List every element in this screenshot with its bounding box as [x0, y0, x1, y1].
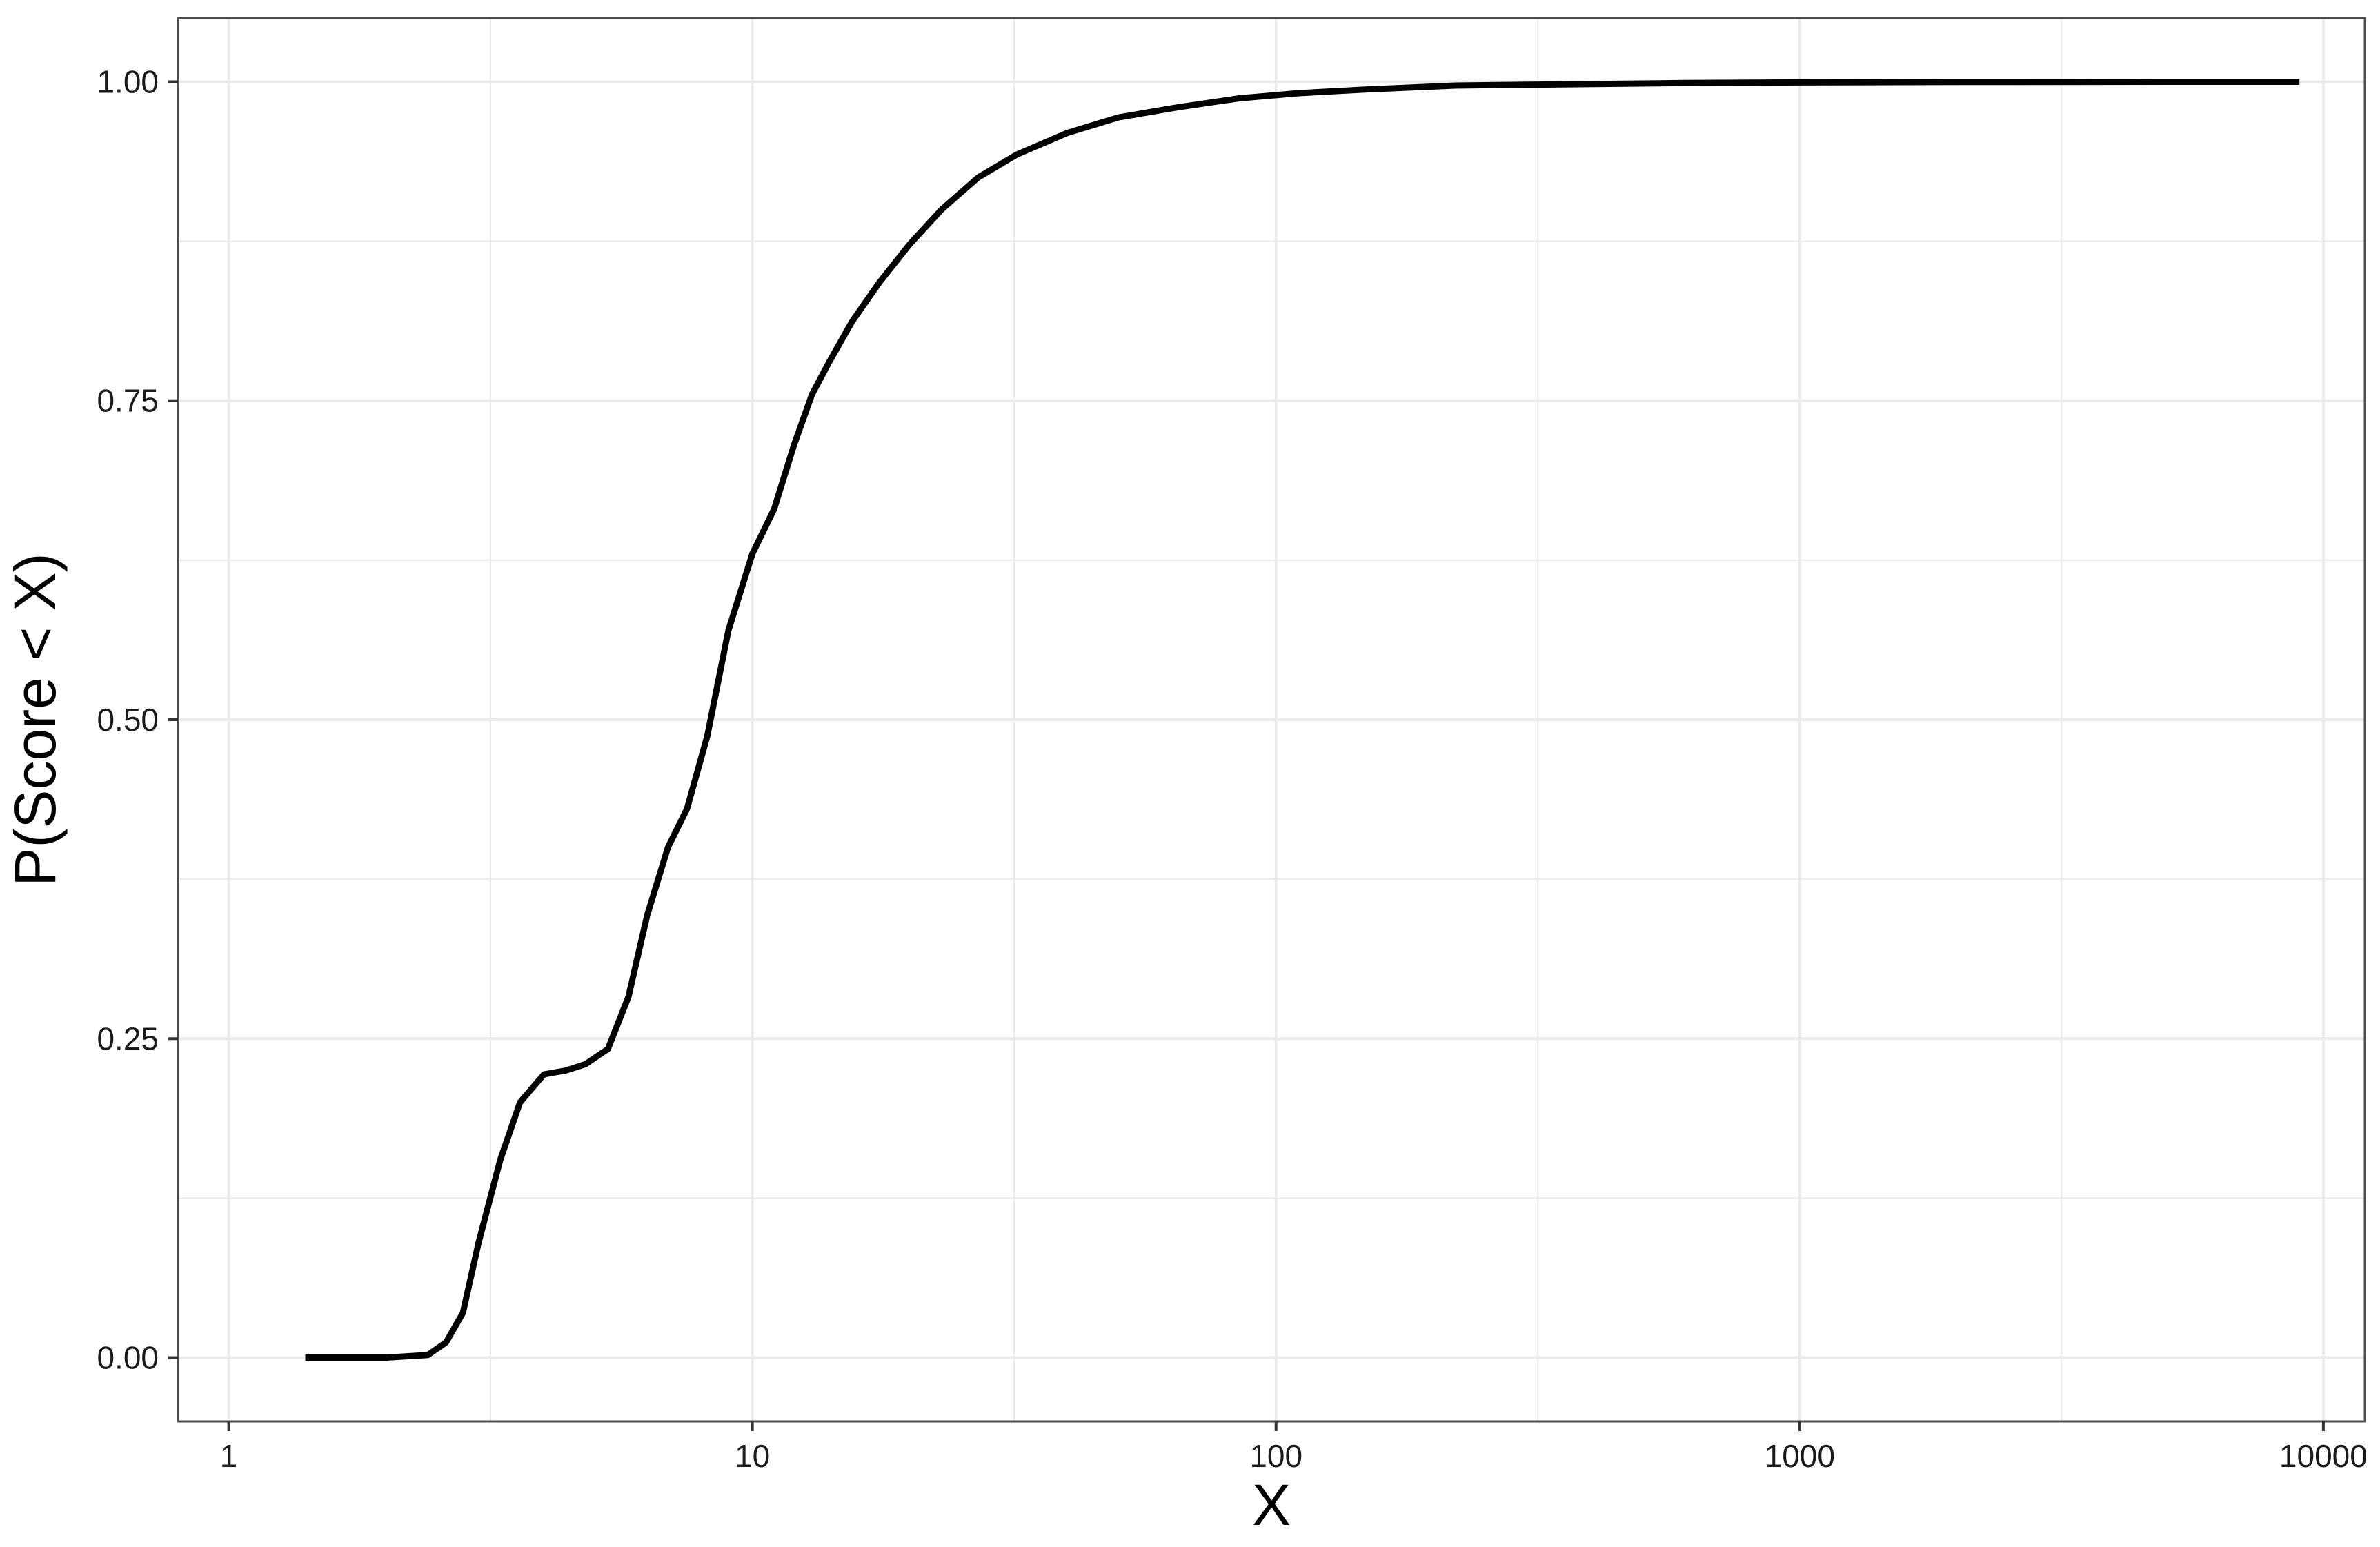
x-tick-label: 100 [1249, 1438, 1302, 1474]
x-tick-label: 1000 [1765, 1438, 1835, 1474]
axis-ticks [168, 80, 2325, 1431]
y-tick-label: 0.00 [97, 1340, 159, 1376]
x-axis-title: X [1252, 1472, 1291, 1537]
x-tick-label: 10 [735, 1438, 770, 1474]
y-tick-label: 0.25 [97, 1021, 159, 1056]
series-layer [305, 79, 2300, 1361]
y-tick-label: 0.75 [97, 383, 159, 419]
y-axis-title: P(Score < X) [3, 553, 68, 886]
y-tick-label: 1.00 [97, 63, 159, 99]
tick-labels: 0.00 0.25 0.50 0.75 1.00 1 10 100 1000 10000 [97, 63, 2367, 1474]
x-tick-label: 10000 [2279, 1438, 2368, 1474]
y-tick-label: 0.50 [97, 702, 159, 738]
grid-lines [178, 18, 2365, 1421]
cdf-line [305, 79, 2300, 1361]
x-tick-label: 1 [220, 1438, 238, 1474]
